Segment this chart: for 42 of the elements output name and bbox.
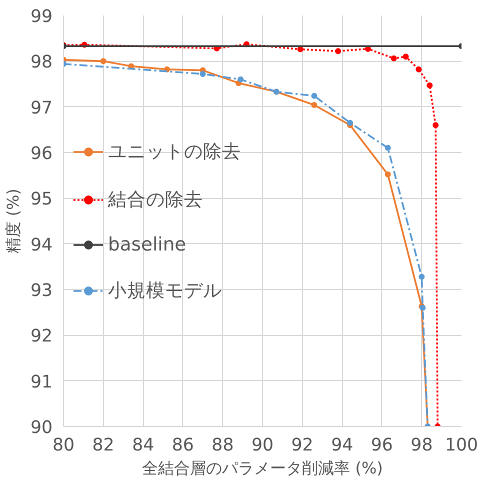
y-tick-label: 97 [30,98,53,118]
legend-label: 結合の除去 [108,188,203,212]
point [200,70,206,77]
y-tick-label: 91 [30,372,53,392]
x-axis-title: 全結合層のパラメータ削減率 (%) [142,458,383,478]
point [426,82,433,88]
y-axis-title: 精度 (%) [3,188,22,254]
point [416,66,422,72]
point [432,122,439,128]
x-tick-label: 86 [172,436,194,456]
point [402,54,409,60]
y-tick-label: 92 [30,326,53,347]
point [100,58,106,64]
legend-label: 小規模モデル [108,279,222,303]
point [384,144,391,151]
x-tick-label: 94 [331,436,354,456]
point [418,274,425,280]
point [311,92,318,99]
x-tick-label: 96 [370,436,393,456]
x-tick-label: 88 [212,436,234,456]
point [335,48,342,54]
x-tick-label: 100 [444,436,478,456]
y-tick-label: 95 [30,190,53,210]
point [384,171,391,178]
x-tick-label: 90 [251,436,274,456]
x-tick-label: 80 [52,436,75,456]
x-tick-label: 82 [92,436,114,456]
legend-label: baseline [108,234,186,255]
y-tick-label: 94 [30,235,53,256]
y-tick-label: 93 [30,281,53,301]
x-tick-label: 84 [132,436,154,456]
x-tick-label: 98 [410,436,433,456]
y-tick-label: 96 [30,144,53,164]
y-tick-label: 90 [30,418,53,438]
point [311,102,318,108]
x-tick-label: 92 [291,436,314,456]
y-tick-label: 99 [30,7,53,27]
legend-label: ユニットの除去 [108,140,241,164]
point [390,55,397,62]
point [347,120,354,126]
point [238,76,244,82]
y-tick-label: 98 [30,52,53,73]
